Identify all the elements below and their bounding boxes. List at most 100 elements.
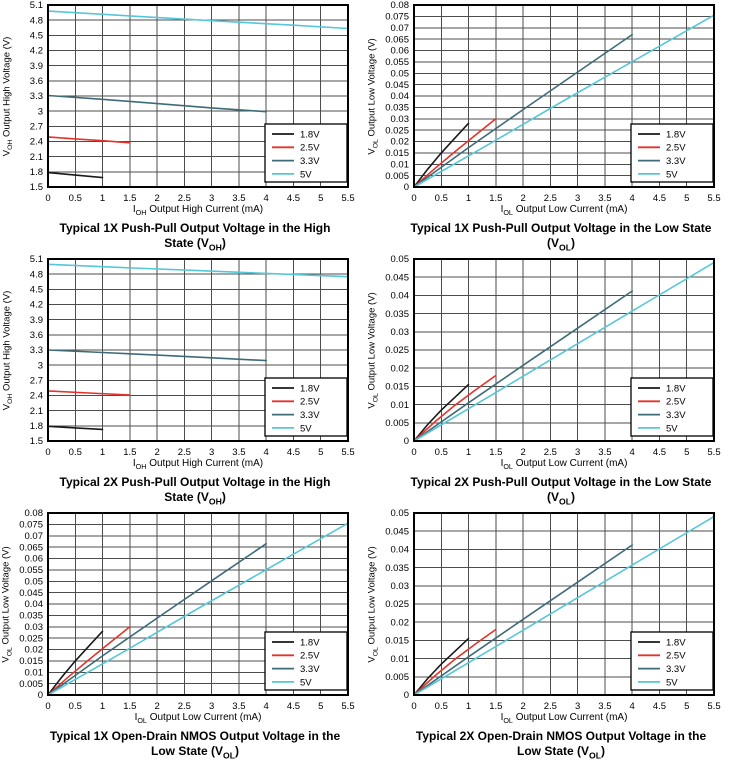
y-tick-label: 0.005 [385,171,409,182]
x-tick-label: 4 [630,447,635,458]
legend-label: 2.5V [666,397,686,408]
legend: 1.8V 2.5V 3.3V 5V [264,377,348,437]
y-tick-label: 0.015 [385,636,409,647]
y-axis-label: VOH Output High Voltage (V) [1,290,14,410]
series-line-5V [47,263,349,278]
legend-label: 2.5V [300,651,320,662]
y-tick-label: 0.065 [385,34,409,45]
chart-cell-od1x-vol: VOL Output Low Voltage (V) 0 0.5 1 1.5 2 2.5 3 3… [0,508,366,762]
y-tick-label: 0 [404,182,409,193]
legend-label: 1.8V [666,129,686,140]
x-tick-label: 0 [411,701,416,712]
legend-label: 3.3V [666,410,686,421]
y-tick-label: 0.025 [385,125,409,136]
y-tick-label: 0.08 [391,0,410,11]
x-tick-label: 0.5 [435,701,448,712]
y-tick-label: 3.3 [30,91,43,102]
x-tick-label: 1 [466,701,471,712]
plot-area: 0 0.5 1 1.5 2 2.5 3 3.5 4 4.5 5 5.500.0050.010.0150… [19,508,354,712]
y-tick-label: 4.2 [30,46,43,57]
y-tick-label: 3 [38,106,43,117]
x-tick-label: 2 [154,701,159,712]
y-tick-label: 0.01 [391,400,410,411]
x-axis-label: IOH Output High Current (mA) [132,458,264,471]
x-tick-label: 0.5 [69,447,82,458]
plot-frame [413,512,715,696]
x-tick-label: 1.5 [489,701,502,712]
y-axis-label: VOL Output Low Voltage (V) [367,545,380,663]
x-tick-label: 4 [264,447,269,458]
y-tick-label: 0.035 [19,611,43,622]
legend-label: 5V [666,169,678,180]
series-line-1.8V [47,630,104,696]
y-tick-label: 0.03 [25,622,44,633]
legend-label: 3.3V [300,410,320,421]
y-tick-label: 0.015 [385,148,409,159]
x-tick-label: 2 [154,193,159,204]
y-tick-label: 0 [404,690,409,701]
chart-title: Typical 1X Push-Pull Output Voltage in t… [59,221,331,253]
y-tick-label: 0.005 [385,418,409,429]
x-tick-label: 0.5 [69,193,82,204]
y-tick-label: 0.025 [19,633,43,644]
y-tick-label: 3.9 [30,315,43,326]
y-tick-label: 0.035 [385,309,409,320]
y-tick-label: 3.6 [30,76,43,87]
legend-label: 5V [666,423,678,434]
x-tick-label: 3 [209,701,214,712]
y-tick-label: 0.04 [391,545,410,556]
y-tick-label: 0.025 [385,345,409,356]
y-axis-label: VOL Output Low Voltage (V) [367,291,380,409]
x-tick-label: 2.5 [178,447,191,458]
series-line-5V [413,261,715,442]
y-tick-label: 3.6 [30,330,43,341]
x-tick-label: 2 [154,447,159,458]
series-line-3.3V [413,33,633,188]
chart-title: Typical 2X Push-Pull Output Voltage in t… [410,475,712,507]
legend-label: 1.8V [300,383,320,394]
y-tick-label: 4.2 [30,300,43,311]
y-tick-label: 0 [404,436,409,447]
y-tick-label: 0.05 [25,576,44,587]
y-tick-label: 0.02 [391,137,410,148]
y-tick-label: 4.5 [30,285,43,296]
legend: 1.8V 2.5V 3.3V 5V [264,631,348,691]
y-tick-label: 0.015 [385,382,409,393]
y-tick-label: 3 [38,360,43,371]
y-tick-label: 4.5 [30,31,43,42]
y-tick-label: 0.07 [25,531,44,542]
x-tick-label: 0.5 [435,447,448,458]
legend-label: 2.5V [666,143,686,154]
chart-cell-pp2x-vol: VOL Output Low Voltage (V) 0 0.5 1 1.5 2 2.5 3 3… [366,254,732,508]
x-tick-label: 0 [411,193,416,204]
y-tick-label: 0.02 [391,617,410,628]
y-tick-label: 2.4 [30,391,43,402]
x-tick-label: 3 [209,447,214,458]
series-line-3.3V [413,290,633,442]
legend-label: 2.5V [300,143,320,154]
legend-label: 5V [666,677,678,688]
y-tick-label: 0.055 [19,565,43,576]
y-tick-label: 0.05 [391,508,410,519]
chart-cell-pp2x-voh: VOH Output High Voltage (V) 0 0.5 1 1.5 2 2.5 3… [0,254,366,508]
series-line-1.8V [47,171,104,179]
y-tick-label: 2.7 [30,376,43,387]
x-tick-label: 3.5 [232,701,245,712]
x-tick-label: 3 [575,193,580,204]
y-tick-label: 1.8 [30,421,43,432]
y-tick-label: 0.07 [391,23,410,34]
x-tick-label: 0.5 [69,701,82,712]
x-tick-label: 1 [100,447,105,458]
plot-area: 0 0.5 1 1.5 2 2.5 3 3.5 4 4.5 5 5.500.0050.010.0150… [385,0,720,204]
legend-label: 2.5V [300,397,320,408]
chart-title: Typical 2X Open-Drain NMOS Output Voltag… [415,729,707,761]
y-axis-label: VOH Output High Voltage (V) [1,36,14,156]
y-tick-label: 0.03 [391,114,410,125]
y-tick-label: 0.035 [385,563,409,574]
x-tick-label: 4 [264,701,269,712]
plot-frame [47,512,349,696]
y-tick-label: 0 [38,690,43,701]
legend: 1.8V 2.5V 3.3V 5V [630,631,714,691]
x-tick-label: 1 [100,701,105,712]
